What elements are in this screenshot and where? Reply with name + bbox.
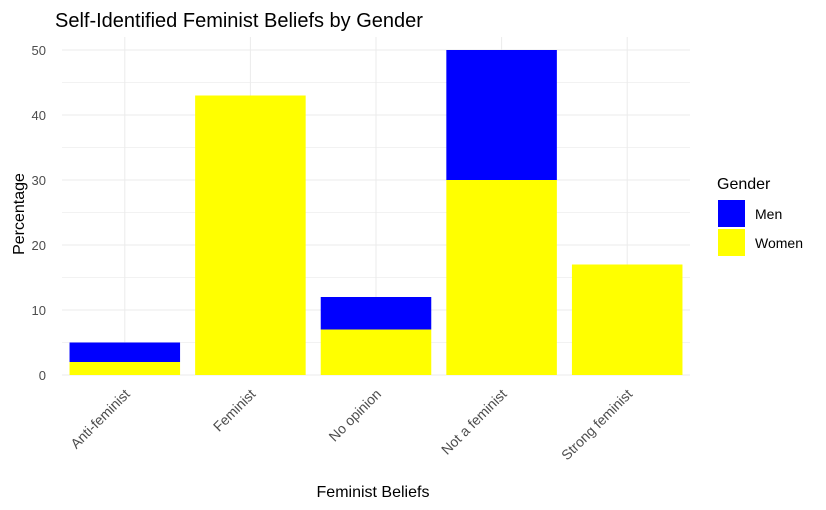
bar-women-not-a-feminist: [446, 180, 557, 375]
x-tick-label: No opinion: [325, 386, 384, 445]
legend-title: Gender: [717, 176, 771, 193]
y-tick-label: 20: [32, 238, 46, 253]
bar-women-strong-feminist: [571, 264, 683, 375]
legend-label-men: Men: [755, 206, 782, 222]
y-tick-label: 30: [32, 173, 46, 188]
bar-women-feminist: [195, 95, 306, 375]
y-axis-ticks: 0 10 20 30 40 50: [32, 43, 46, 383]
bar-men-anti-feminist: [69, 342, 181, 362]
y-tick-label: 0: [39, 368, 46, 383]
y-tick-label: 10: [32, 303, 46, 318]
x-tick-label: Not a feminist: [438, 386, 510, 458]
chart-title: Self-Identified Feminist Beliefs by Gend…: [55, 10, 423, 32]
legend: Gender Men Women: [717, 176, 803, 256]
x-axis-ticks: Anti-feminist Feminist No opinion Not a fem…: [67, 386, 635, 463]
y-tick-label: 40: [32, 108, 46, 123]
bar-men-no-opinion: [320, 297, 432, 330]
x-tick-label: Strong feminist: [558, 386, 635, 463]
y-tick-label: 50: [32, 43, 46, 58]
bar-women-no-opinion: [320, 329, 432, 375]
legend-swatch-men: [718, 200, 745, 227]
bars: [69, 50, 683, 375]
legend-label-women: Women: [755, 235, 803, 251]
legend-swatch-women: [718, 229, 745, 256]
bar-men-not-a-feminist: [446, 50, 557, 180]
x-axis-label: Feminist Beliefs: [317, 484, 430, 501]
x-tick-label: Anti-feminist: [67, 386, 133, 452]
x-tick-label: Feminist: [210, 386, 259, 435]
bar-women-anti-feminist: [69, 362, 181, 375]
y-axis-label: Percentage: [11, 173, 28, 255]
